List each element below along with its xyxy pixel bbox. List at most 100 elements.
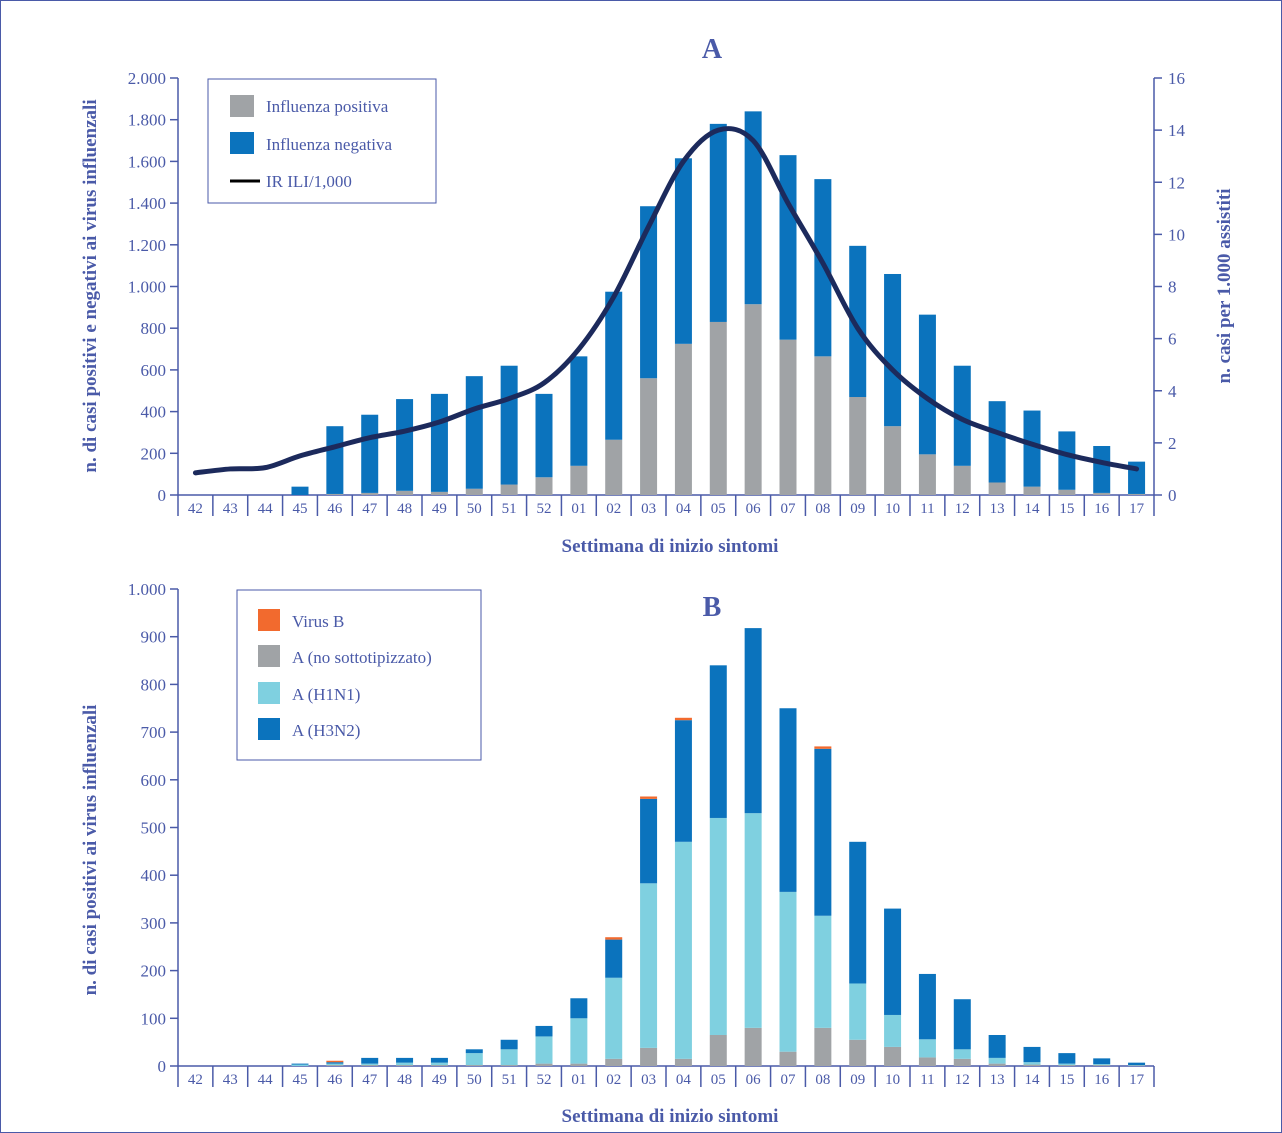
bar-influenza-negativa-47 xyxy=(361,414,379,493)
panel-a-y-axis-title: n. di casi positivi e negativi ai virus … xyxy=(80,99,101,472)
bar-a-h1n1-07 xyxy=(779,891,797,1052)
x-tick-label: 06 xyxy=(746,501,762,517)
x-tick-label: 09 xyxy=(850,1072,865,1088)
legend-label-a-h1n1: A (H1N1) xyxy=(292,685,360,704)
y-tick-label: 1.800 xyxy=(128,111,166,130)
x-tick-label: 45 xyxy=(293,1072,308,1088)
bar-virus-b-08 xyxy=(814,746,832,749)
bar-virus-b-04 xyxy=(674,717,692,721)
bar-influenza-positiva-11 xyxy=(918,454,936,495)
bar-influenza-negativa-52 xyxy=(535,393,553,478)
bar-a-no-sottotipizzato-09 xyxy=(849,1039,867,1066)
bar-a-h1n1-49 xyxy=(430,1062,448,1066)
x-tick-label: 44 xyxy=(258,1072,274,1088)
bar-a-h1n1-02 xyxy=(605,977,623,1059)
legend-swatch-a-h3n2 xyxy=(258,718,280,740)
x-tick-label: 50 xyxy=(467,1072,482,1088)
bar-a-no-sottotipizzato-01 xyxy=(570,1063,588,1066)
x-tick-label: 01 xyxy=(571,501,586,517)
bar-influenza-negativa-07 xyxy=(779,155,797,340)
legend-label-influenza-positiva: Influenza positiva xyxy=(266,97,389,116)
bar-influenza-positiva-04 xyxy=(674,343,692,495)
y-tick-label: 0 xyxy=(158,1057,167,1076)
x-tick-label: 49 xyxy=(432,1072,447,1088)
x-tick-label: 12 xyxy=(955,1072,970,1088)
bar-a-h3n2-11 xyxy=(918,973,936,1040)
x-tick-label: 03 xyxy=(641,1072,656,1088)
bar-a-no-sottotipizzato-52 xyxy=(535,1063,553,1066)
panel-a-x-axis: 42 43 44 45 46 47 48 49 50 51 52 01 02 03 04 05 06 07 08 09… xyxy=(177,494,1155,517)
x-tick-label: 13 xyxy=(990,501,1005,517)
bar-virus-b-03 xyxy=(640,796,658,799)
bar-a-h1n1-16 xyxy=(1093,1064,1111,1066)
x-tick-label: 42 xyxy=(188,501,203,517)
y-tick-label: 2.000 xyxy=(128,69,166,88)
bar-a-h1n1-11 xyxy=(918,1039,936,1058)
bar-a-no-sottotipizzato-08 xyxy=(814,1027,832,1066)
panel-b-x-axis-title: Settimana di inizio sintomi xyxy=(562,1106,779,1127)
bar-a-no-sottotipizzato-14 xyxy=(1023,1064,1041,1066)
bar-a-h3n2-45 xyxy=(291,1063,309,1065)
bar-influenza-positiva-48 xyxy=(396,490,414,495)
bar-a-h3n2-14 xyxy=(1023,1046,1041,1063)
x-tick-label: 13 xyxy=(990,1072,1005,1088)
y-tick-label: 800 xyxy=(141,675,167,694)
bar-influenza-positiva-12 xyxy=(953,465,971,495)
bar-influenza-positiva-10 xyxy=(884,426,902,495)
bar-influenza-negativa-45 xyxy=(291,486,309,495)
bar-a-h1n1-10 xyxy=(884,1014,902,1047)
y-tick-label: 500 xyxy=(141,819,167,838)
panel-b-y-axis-title: n. di casi positivi ai virus influenzali xyxy=(80,705,101,996)
x-tick-label: 05 xyxy=(711,501,726,517)
x-tick-label: 07 xyxy=(781,501,797,517)
bar-a-h3n2-02 xyxy=(605,939,623,978)
bar-a-h3n2-47 xyxy=(361,1057,379,1064)
bar-a-h1n1-09 xyxy=(849,983,867,1040)
y-tick-label: 900 xyxy=(141,628,167,647)
bar-a-h1n1-50 xyxy=(465,1053,483,1066)
bar-virus-b-02 xyxy=(605,937,623,940)
x-tick-label: 48 xyxy=(397,1072,412,1088)
bar-a-h1n1-04 xyxy=(674,841,692,1059)
x-tick-label: 44 xyxy=(258,501,274,517)
bar-a-no-sottotipizzato-51 xyxy=(500,1065,518,1066)
y-tick-label: 1.400 xyxy=(128,194,166,213)
panel-a-y2-axis-title: n. casi per 1.000 assistiti xyxy=(1214,189,1235,384)
bar-a-no-sottotipizzato-10 xyxy=(884,1046,902,1066)
legend-label-influenza-negativa: Influenza negativa xyxy=(266,135,392,154)
bar-a-h3n2-09 xyxy=(849,841,867,984)
panel-a-title: A xyxy=(702,34,723,65)
x-tick-label: 10 xyxy=(885,1072,900,1088)
y-tick-label: 300 xyxy=(141,914,167,933)
x-tick-label: 51 xyxy=(502,501,517,517)
panel-a: A n. di casi positivi e negativi ai viru… xyxy=(80,34,1235,557)
panel-a-legend: Influenza positiva Influenza negativa IR… xyxy=(207,78,437,204)
bar-a-h1n1-01 xyxy=(570,1018,588,1064)
x-tick-label: 46 xyxy=(327,1072,343,1088)
legend-swatch-influenza-positiva xyxy=(230,95,254,117)
bar-influenza-positiva-47 xyxy=(361,492,379,495)
y-tick-label: 400 xyxy=(141,403,167,422)
bar-a-h3n2-51 xyxy=(500,1039,518,1050)
bar-a-h1n1-13 xyxy=(988,1057,1006,1064)
line-ir-ili-1-000 xyxy=(192,126,1140,476)
x-tick-label: 43 xyxy=(223,501,238,517)
bar-a-h3n2-48 xyxy=(396,1057,414,1063)
bar-influenza-positiva-07 xyxy=(779,339,797,495)
bar-influenza-positiva-14 xyxy=(1023,486,1041,495)
bar-a-h1n1-12 xyxy=(953,1049,971,1059)
panel-a-x-axis-title: Settimana di inizio sintomi xyxy=(562,536,779,557)
legend-label-ir-ili: IR ILI/1,000 xyxy=(266,172,352,191)
y-tick-label: 200 xyxy=(141,962,167,981)
y-tick-label: 1.000 xyxy=(128,278,166,297)
x-tick-label: 48 xyxy=(397,501,412,517)
bar-influenza-negativa-15 xyxy=(1058,431,1076,490)
bar-a-no-sottotipizzato-05 xyxy=(709,1034,727,1066)
bar-a-h3n2-49 xyxy=(430,1057,448,1063)
panel-b-bars xyxy=(291,628,1146,1066)
y2-tick-label: 0 xyxy=(1168,486,1177,505)
bar-influenza-positiva-01 xyxy=(570,465,588,495)
x-tick-label: 01 xyxy=(571,1072,586,1088)
bar-a-no-sottotipizzato-04 xyxy=(674,1058,692,1066)
bar-a-h3n2-07 xyxy=(779,708,797,892)
